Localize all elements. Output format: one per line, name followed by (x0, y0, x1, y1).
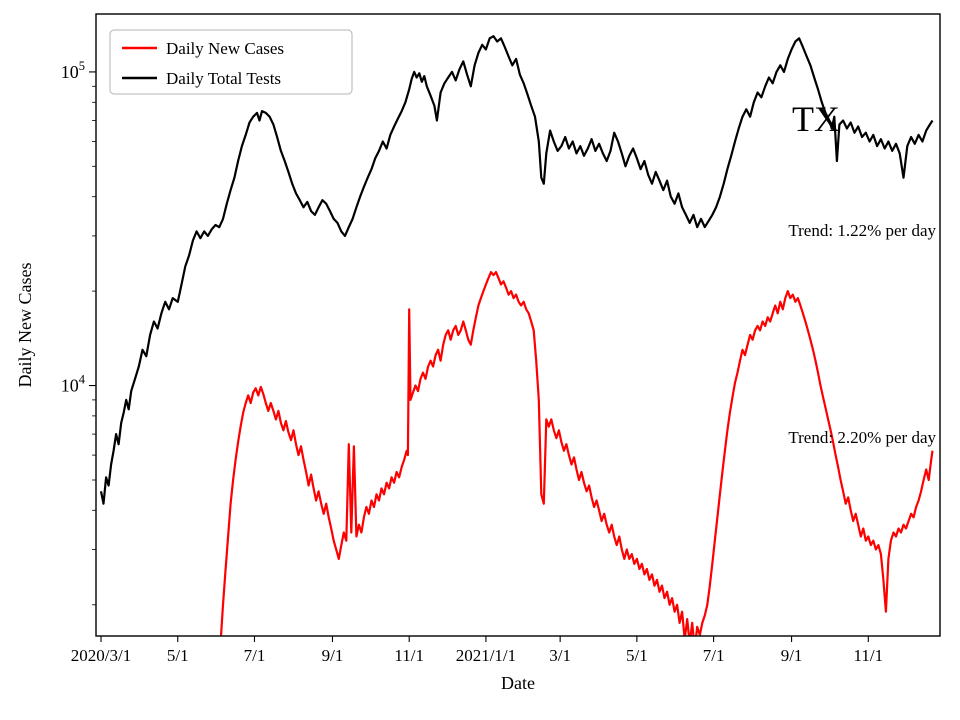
line-daily-total-tests (99, 35, 934, 505)
x-tick-label: 5/1 (626, 646, 648, 665)
trend-total-tests: Trend: 1.22% per day (788, 221, 936, 240)
x-tick-label: 5/1 (167, 646, 189, 665)
x-tick-label: 9/1 (322, 646, 344, 665)
legend-box (109, 29, 353, 95)
y-tick-label: 105 (61, 59, 85, 82)
x-tick-label: 7/1 (703, 646, 725, 665)
y-axis-label: Daily New Cases (15, 263, 35, 388)
legend-label: Daily New Cases (166, 39, 284, 58)
x-tick-label: 7/1 (244, 646, 266, 665)
line-daily-new-cases (219, 271, 934, 636)
x-tick-label: 3/1 (549, 646, 571, 665)
y-tick-label: 104 (61, 373, 86, 396)
x-tick-label: 9/1 (781, 646, 803, 665)
plot-border (95, 13, 941, 637)
axis-ticks (89, 71, 869, 642)
x-axis-label: Date (501, 673, 535, 693)
state-label: TX (792, 99, 840, 139)
x-tick-label: 11/1 (394, 646, 424, 665)
x-tick-label: 2020/3/1 (71, 646, 131, 665)
axis-tick-labels: 2020/3/1 5/1 7/1 9/1 11/1 2021/1/1 3/1 5/1 7/1 9/… (61, 59, 883, 665)
x-tick-label: 2021/1/1 (456, 646, 516, 665)
legend-label: Daily Total Tests (166, 69, 281, 88)
x-tick-label: 11/1 (854, 646, 884, 665)
trend-new-cases: Trend: 2.20% per day (788, 428, 936, 447)
series-lines (99, 35, 934, 636)
